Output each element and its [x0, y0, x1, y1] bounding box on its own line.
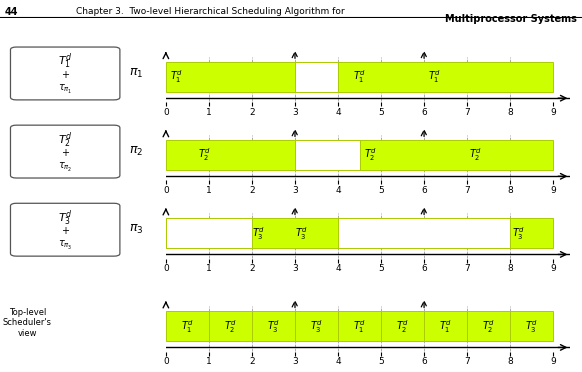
Text: $T_1^d$: $T_1^d$	[439, 318, 452, 334]
Text: $\tau_{\pi_1}$: $\tau_{\pi_1}$	[58, 83, 73, 96]
Bar	[338, 218, 510, 248]
FancyBboxPatch shape	[10, 47, 120, 100]
Text: $T_3^d$: $T_3^d$	[295, 225, 308, 241]
Text: $T_3^d$: $T_3^d$	[252, 225, 265, 241]
Text: $\tau_{\pi_3}$: $\tau_{\pi_3}$	[58, 239, 73, 253]
Text: $T_2^d$: $T_2^d$	[396, 318, 409, 334]
Text: Multiprocessor Systems: Multiprocessor Systems	[445, 14, 577, 24]
Text: $\tau_{\pi_2}$: $\tau_{\pi_2}$	[58, 161, 72, 174]
Text: +: +	[61, 148, 69, 158]
Bar	[166, 218, 553, 248]
FancyBboxPatch shape	[10, 125, 120, 178]
Text: $T_2^d$: $T_2^d$	[482, 318, 495, 334]
Text: $T_1^d$: $T_1^d$	[181, 318, 194, 334]
Bar	[166, 140, 553, 170]
Text: $T_3^d$: $T_3^d$	[525, 318, 538, 334]
Text: $T_1^d$: $T_1^d$	[428, 68, 441, 85]
Text: $T_2^d$: $T_2^d$	[224, 318, 237, 334]
Text: $T_1^d$: $T_1^d$	[353, 68, 366, 85]
Text: $T_2^d$: $T_2^d$	[469, 147, 482, 163]
Text: +: +	[61, 70, 69, 80]
Text: +: +	[61, 226, 69, 236]
Bar	[166, 62, 553, 92]
Text: $T_3^d$: $T_3^d$	[512, 225, 525, 241]
Text: $T_1^d$: $T_1^d$	[170, 68, 183, 85]
Bar	[166, 218, 252, 248]
Text: $T_3^d$: $T_3^d$	[267, 318, 280, 334]
Text: $T_2^d$: $T_2^d$	[198, 147, 211, 163]
Text: $T_1^d$: $T_1^d$	[353, 318, 366, 334]
FancyBboxPatch shape	[10, 203, 120, 256]
Text: $\pi_3$: $\pi_3$	[129, 223, 144, 236]
Text: $T_1^d$: $T_1^d$	[58, 52, 72, 71]
Bar	[166, 311, 553, 341]
Text: $T_3^d$: $T_3^d$	[58, 208, 72, 228]
Text: $T_2^d$: $T_2^d$	[58, 130, 72, 150]
Text: $\pi_1$: $\pi_1$	[129, 67, 144, 80]
Text: Chapter 3.  Two-level Hierarchical Scheduling Algorithm for: Chapter 3. Two-level Hierarchical Schedu…	[76, 7, 345, 16]
Bar	[295, 140, 360, 170]
Text: Top-level
Scheduler's
view: Top-level Scheduler's view	[3, 308, 52, 338]
Bar	[295, 62, 338, 92]
Text: $\pi_2$: $\pi_2$	[129, 145, 144, 158]
Text: $T_3^d$: $T_3^d$	[310, 318, 323, 334]
Text: $T_2^d$: $T_2^d$	[364, 147, 377, 163]
Text: 44: 44	[5, 7, 18, 17]
